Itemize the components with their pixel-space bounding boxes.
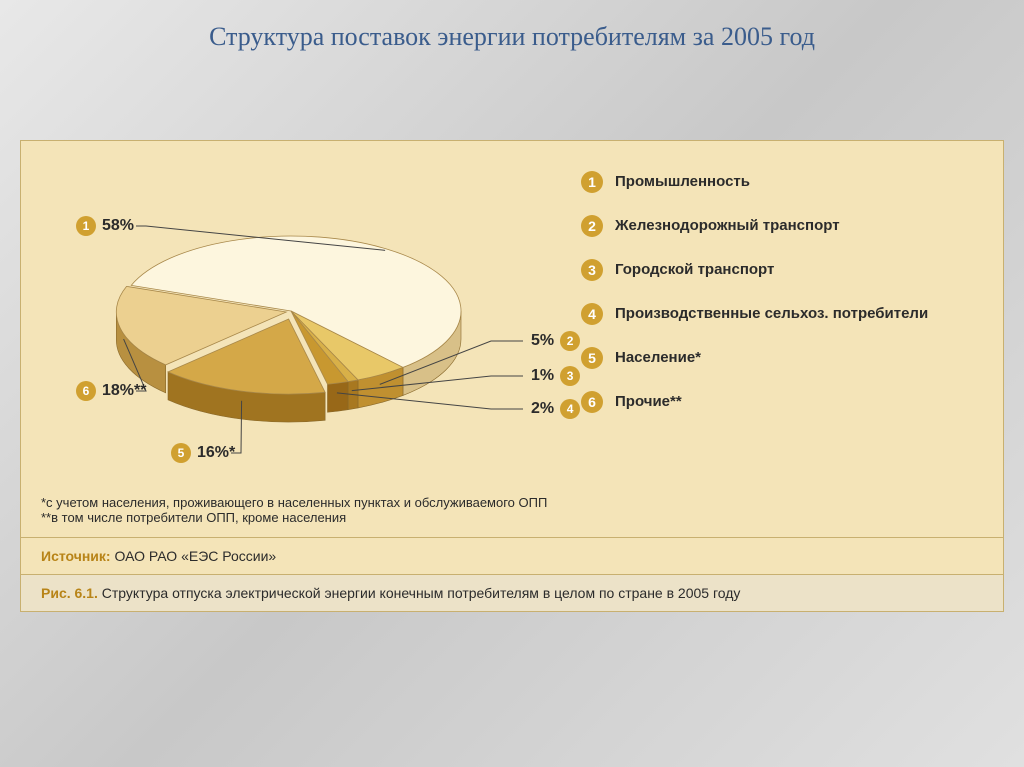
page-title: Структура поставок энергии потребителям … [0,0,1024,62]
legend-item-3: 3 Городской транспорт [581,259,983,281]
legend-label-4: Производственные сельхоз. потребители [615,305,928,324]
legend-item-5: 5 Население* [581,347,983,369]
legend-label-2: Железнодорожный транспорт [615,217,840,236]
legend-label-5: Население* [615,349,701,368]
slice-label-3: 1% 3 [531,366,580,386]
slice-label-6: 6 18%** [76,381,146,401]
legend-badge-2-icon: 2 [581,215,603,237]
source-bar: Источник: ОАО РАО «ЕЭС России» [21,537,1003,574]
slice-pct-5: 16%* [197,444,235,462]
footnotes: *с учетом населения, проживающего в насе… [21,491,1003,537]
legend-badge-5-icon: 5 [581,347,603,369]
slice-pct-4: 2% [531,400,554,418]
slice-label-4: 2% 4 [531,399,580,419]
slice-label-1: 1 58% [76,216,134,236]
footnote-2: **в том числе потребители ОПП, кроме нас… [41,510,983,525]
legend-badge-4-icon: 4 [581,303,603,325]
figure-caption: Рис. 6.1. Структура отпуска электрическо… [20,575,1004,612]
slice-pct-1: 58% [102,217,134,235]
badge-3-icon: 3 [560,366,580,386]
legend-badge-1-icon: 1 [581,171,603,193]
slice-label-5: 5 16%* [171,443,235,463]
legend-label-1: Промышленность [615,173,750,192]
figure-panel: 1 58% 5% 2 1% 3 2% 4 5 16%* 6 18%** 1 Промышленность… [20,140,1004,575]
legend-badge-6-icon: 6 [581,391,603,413]
page-root: Структура поставок энергии потребителям … [0,0,1024,767]
badge-1-icon: 1 [76,216,96,236]
caption-label: Рис. 6.1. [41,585,98,601]
slice-pct-6: 18%** [102,382,146,400]
legend-label-3: Городской транспорт [615,261,774,280]
slice-pct-2: 5% [531,332,554,350]
legend-item-4: 4 Производственные сельхоз. потребители [581,303,983,325]
legend-badge-3-icon: 3 [581,259,603,281]
slice-pct-3: 1% [531,367,554,385]
pie-chart-svg [41,161,581,481]
legend-item-2: 2 Железнодорожный транспорт [581,215,983,237]
source-label: Источник: [41,548,111,564]
slice-label-2: 5% 2 [531,331,580,351]
legend-item-6: 6 Прочие** [581,391,983,413]
pie-chart-zone: 1 58% 5% 2 1% 3 2% 4 5 16%* 6 18%** [41,161,581,481]
footnote-1: *с учетом населения, проживающего в насе… [41,495,983,510]
badge-2-icon: 2 [560,331,580,351]
legend: 1 Промышленность 2 Железнодорожный транспор… [581,161,983,481]
source-text: ОАО РАО «ЕЭС России» [114,548,276,564]
legend-item-1: 1 Промышленность [581,171,983,193]
badge-5-icon: 5 [171,443,191,463]
badge-4-icon: 4 [560,399,580,419]
caption-text: Структура отпуска электрической энергии … [102,585,741,601]
chart-area: 1 58% 5% 2 1% 3 2% 4 5 16%* 6 18%** 1 Промышленность… [21,141,1003,491]
legend-label-6: Прочие** [615,393,682,412]
badge-6-icon: 6 [76,381,96,401]
